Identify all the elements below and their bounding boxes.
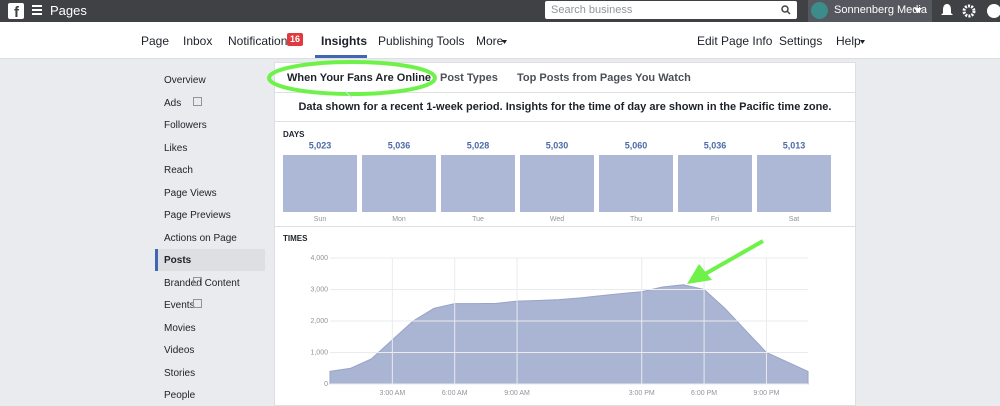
divider bbox=[275, 92, 855, 93]
sidebar-item[interactable]: Page Previews bbox=[164, 210, 231, 221]
sidebar-item[interactable]: Movies bbox=[164, 322, 196, 334]
search-placeholder: Search business bbox=[551, 4, 633, 16]
x-tick-label: Mon bbox=[392, 216, 406, 223]
value-label: 5,028 bbox=[467, 140, 490, 150]
external-icon bbox=[193, 299, 202, 308]
sidebar-item[interactable]: Likes bbox=[164, 142, 188, 154]
nav-item[interactable]: Inbox bbox=[183, 34, 213, 48]
nav-item-active[interactable]: Insights bbox=[321, 34, 368, 48]
sidebar-item[interactable]: Stories bbox=[164, 367, 196, 379]
x-tick-label: Sun bbox=[314, 216, 327, 223]
arrow-head bbox=[687, 264, 712, 284]
active-underline bbox=[315, 55, 367, 58]
notification-badge: 16 bbox=[287, 33, 304, 46]
account[interactable]: Sonnenberg Media bbox=[808, 0, 932, 22]
bar bbox=[362, 155, 436, 212]
sidebar-item[interactable]: Videos bbox=[164, 345, 195, 356]
bar bbox=[283, 155, 357, 212]
value-label: 5,030 bbox=[546, 140, 569, 150]
caret bbox=[860, 40, 865, 44]
sidebar-item[interactable]: Ads bbox=[164, 97, 182, 109]
avatar bbox=[811, 2, 828, 19]
bar bbox=[678, 155, 752, 212]
y-tick-label: 4,000 bbox=[310, 255, 328, 262]
x-tick-label: Tue bbox=[472, 216, 484, 223]
tab-pointer bbox=[344, 90, 353, 99]
sidebar-item[interactable]: Overview bbox=[164, 75, 206, 86]
bar bbox=[520, 155, 594, 212]
x-tick-label: 9:00 AM bbox=[504, 390, 530, 397]
nav-item[interactable]: Page bbox=[141, 34, 170, 48]
area bbox=[329, 284, 809, 385]
top-bar: f Pages Search business Sonnenberg Media bbox=[0, 0, 1000, 22]
search-box[interactable]: Search business bbox=[545, 1, 797, 19]
top-icons bbox=[941, 4, 1000, 18]
divider bbox=[275, 121, 855, 122]
nav-item[interactable]: Settings bbox=[779, 34, 823, 48]
bar bbox=[441, 155, 515, 212]
y-tick-label: 3,000 bbox=[310, 286, 328, 293]
sidebar-item[interactable]: Posts bbox=[164, 255, 192, 266]
sidebar-item[interactable]: Page Views bbox=[164, 187, 217, 199]
chart-title: DAYS bbox=[283, 130, 305, 139]
annotation-arrow bbox=[704, 239, 764, 276]
top-title: Pages bbox=[50, 3, 87, 18]
bar bbox=[599, 155, 673, 212]
value-label: 5,023 bbox=[309, 140, 332, 150]
account-name: Sonnenberg Media bbox=[834, 4, 927, 16]
search-icon bbox=[781, 5, 791, 15]
chart-title: TIMES bbox=[283, 234, 308, 243]
sidebar-item[interactable]: Reach bbox=[164, 165, 193, 176]
bell-icon[interactable] bbox=[941, 4, 953, 15]
x-tick-label: 9:00 PM bbox=[753, 390, 779, 397]
gear-icon[interactable] bbox=[962, 4, 976, 18]
x-tick-label: Fri bbox=[711, 216, 720, 223]
x-tick-label: 6:00 PM bbox=[691, 390, 717, 397]
nav-item[interactable]: Notifications bbox=[228, 34, 294, 48]
divider bbox=[275, 226, 855, 227]
x-tick-label: Wed bbox=[550, 216, 564, 223]
nav-item[interactable]: More bbox=[476, 34, 504, 48]
value-label: 5,060 bbox=[625, 140, 648, 150]
sidebar-active bbox=[155, 249, 265, 271]
value-label: 5,036 bbox=[704, 140, 727, 150]
sidebar-item[interactable]: Events bbox=[164, 300, 195, 311]
x-tick-label: Thu bbox=[630, 216, 642, 223]
nav-item[interactable]: Help bbox=[836, 34, 861, 48]
value-label: 5,036 bbox=[388, 140, 411, 150]
x-tick-label: Sat bbox=[789, 216, 800, 223]
info-text: Data shown for a recent 1-week period. I… bbox=[298, 101, 832, 113]
logo[interactable]: f bbox=[8, 3, 24, 21]
tab[interactable]: Top Posts from Pages You Watch bbox=[517, 72, 691, 84]
nav-item[interactable]: Publishing Tools bbox=[378, 34, 465, 48]
tab-active[interactable]: When Your Fans Are Online bbox=[287, 72, 432, 84]
help-icon[interactable] bbox=[987, 4, 1000, 18]
y-tick-label: 2,000 bbox=[310, 318, 328, 325]
external-icon bbox=[193, 97, 202, 106]
caret bbox=[914, 8, 922, 13]
caret bbox=[502, 40, 507, 44]
highlight-ellipse bbox=[267, 60, 437, 96]
sidebar-item[interactable]: Actions on Page bbox=[164, 232, 237, 244]
y-tick-label: 1,000 bbox=[310, 349, 328, 356]
y-tick-label: 0 bbox=[324, 381, 328, 388]
x-tick-label: 6:00 AM bbox=[442, 390, 468, 397]
nav-bar bbox=[0, 22, 1000, 59]
x-tick-label: 3:00 AM bbox=[380, 390, 406, 397]
tab[interactable]: Post Types bbox=[440, 72, 498, 84]
value-label: 5,013 bbox=[783, 140, 806, 150]
sidebar-item[interactable]: Followers bbox=[164, 120, 207, 131]
x-tick-label: 3:00 PM bbox=[629, 390, 655, 397]
menu-icon[interactable] bbox=[32, 5, 42, 7]
sidebar-item[interactable]: People bbox=[164, 390, 196, 401]
bar bbox=[757, 155, 831, 212]
external-icon bbox=[193, 277, 202, 286]
nav-item[interactable]: Edit Page Info bbox=[697, 34, 773, 48]
